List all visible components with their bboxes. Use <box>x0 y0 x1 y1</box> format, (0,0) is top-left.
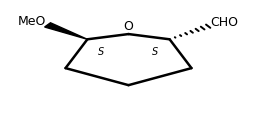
Text: MeO: MeO <box>18 15 46 28</box>
Polygon shape <box>45 23 87 39</box>
Text: O: O <box>124 20 133 33</box>
Text: S: S <box>152 47 159 57</box>
Text: S: S <box>98 47 105 57</box>
Text: CHO: CHO <box>211 16 239 29</box>
